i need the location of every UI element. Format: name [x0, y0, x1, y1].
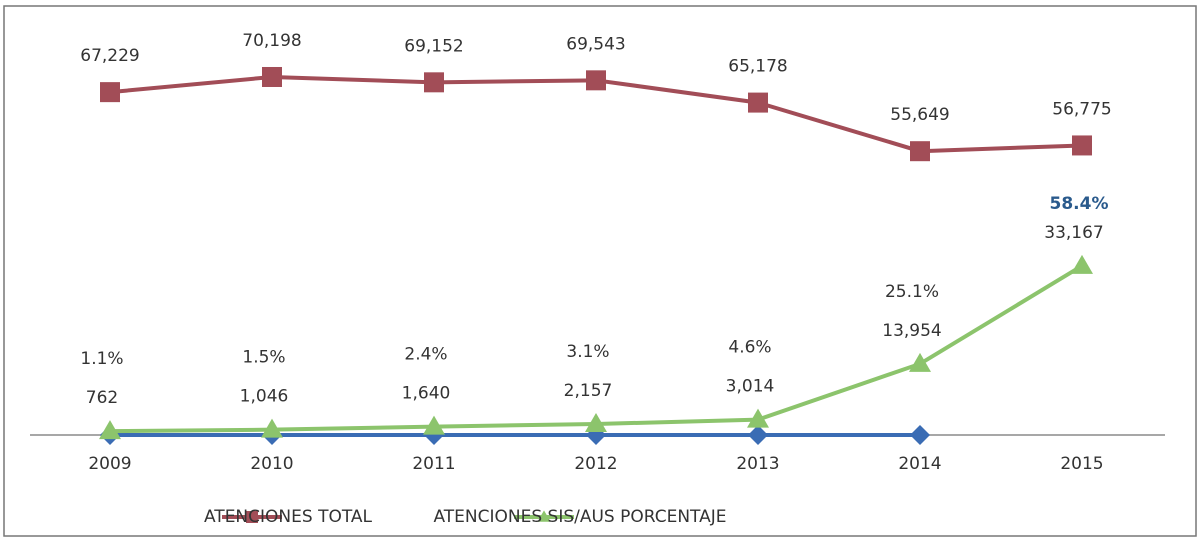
marker — [261, 418, 283, 438]
marker — [748, 425, 768, 445]
x-tick-label: 2011 — [412, 454, 455, 474]
marker — [909, 352, 931, 372]
marker — [423, 415, 445, 435]
data-label: 70,198 — [242, 31, 301, 51]
data-label: 1,046 — [240, 387, 289, 407]
chart-frame — [3, 5, 1197, 537]
data-label: 13,954 — [882, 321, 941, 341]
share-label: 3.1% — [566, 342, 609, 362]
data-label: 67,229 — [80, 46, 139, 66]
marker — [537, 510, 551, 522]
marker — [246, 511, 258, 523]
share-label: 25.1% — [885, 282, 939, 302]
marker — [585, 412, 607, 432]
marker — [262, 66, 282, 87]
data-label: 69,152 — [404, 36, 463, 56]
legend-label: ATENCIONES TOTAL — [204, 507, 373, 527]
x-tick-label: 2013 — [736, 454, 779, 474]
data-label: 3,014 — [726, 377, 775, 397]
marker — [586, 70, 606, 91]
data-label: 1,640 — [402, 384, 451, 404]
data-label: 69,543 — [566, 34, 625, 54]
marker — [1071, 254, 1093, 274]
share-label: 2.4% — [404, 345, 447, 365]
marker — [100, 82, 120, 103]
marker — [424, 72, 444, 93]
x-tick-label: 2009 — [88, 454, 131, 474]
data-label: 65,178 — [728, 57, 787, 77]
marker — [1072, 135, 1092, 156]
data-label: 55,649 — [890, 105, 949, 125]
marker — [748, 92, 768, 113]
share-label: 4.6% — [728, 338, 771, 358]
data-label: 56,775 — [1052, 99, 1111, 119]
x-tick-label: 2015 — [1060, 454, 1103, 474]
data-label: 33,167 — [1044, 223, 1103, 243]
data-label: 2,157 — [564, 381, 613, 401]
data-label: 762 — [86, 388, 118, 408]
share-label: 58.4% — [1050, 194, 1109, 214]
legend-label: ATENCIONES SIS/AUS PORCENTAJE — [433, 507, 726, 527]
share-label: 1.5% — [242, 348, 285, 368]
marker — [747, 408, 769, 428]
share-label: 1.1% — [80, 349, 123, 369]
marker — [99, 420, 121, 440]
x-tick-label: 2014 — [898, 454, 941, 474]
marker — [910, 141, 930, 162]
x-tick-label: 2012 — [574, 454, 617, 474]
marker — [910, 425, 930, 445]
x-tick-label: 2010 — [250, 454, 293, 474]
